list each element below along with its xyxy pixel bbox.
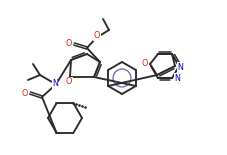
Text: O: O [66, 78, 72, 86]
Text: O: O [141, 60, 148, 69]
Text: N: N [173, 74, 179, 83]
Text: O: O [66, 40, 72, 49]
Text: O: O [22, 89, 28, 97]
Text: N: N [52, 80, 58, 89]
Text: O: O [93, 31, 100, 40]
Text: N: N [176, 62, 182, 71]
